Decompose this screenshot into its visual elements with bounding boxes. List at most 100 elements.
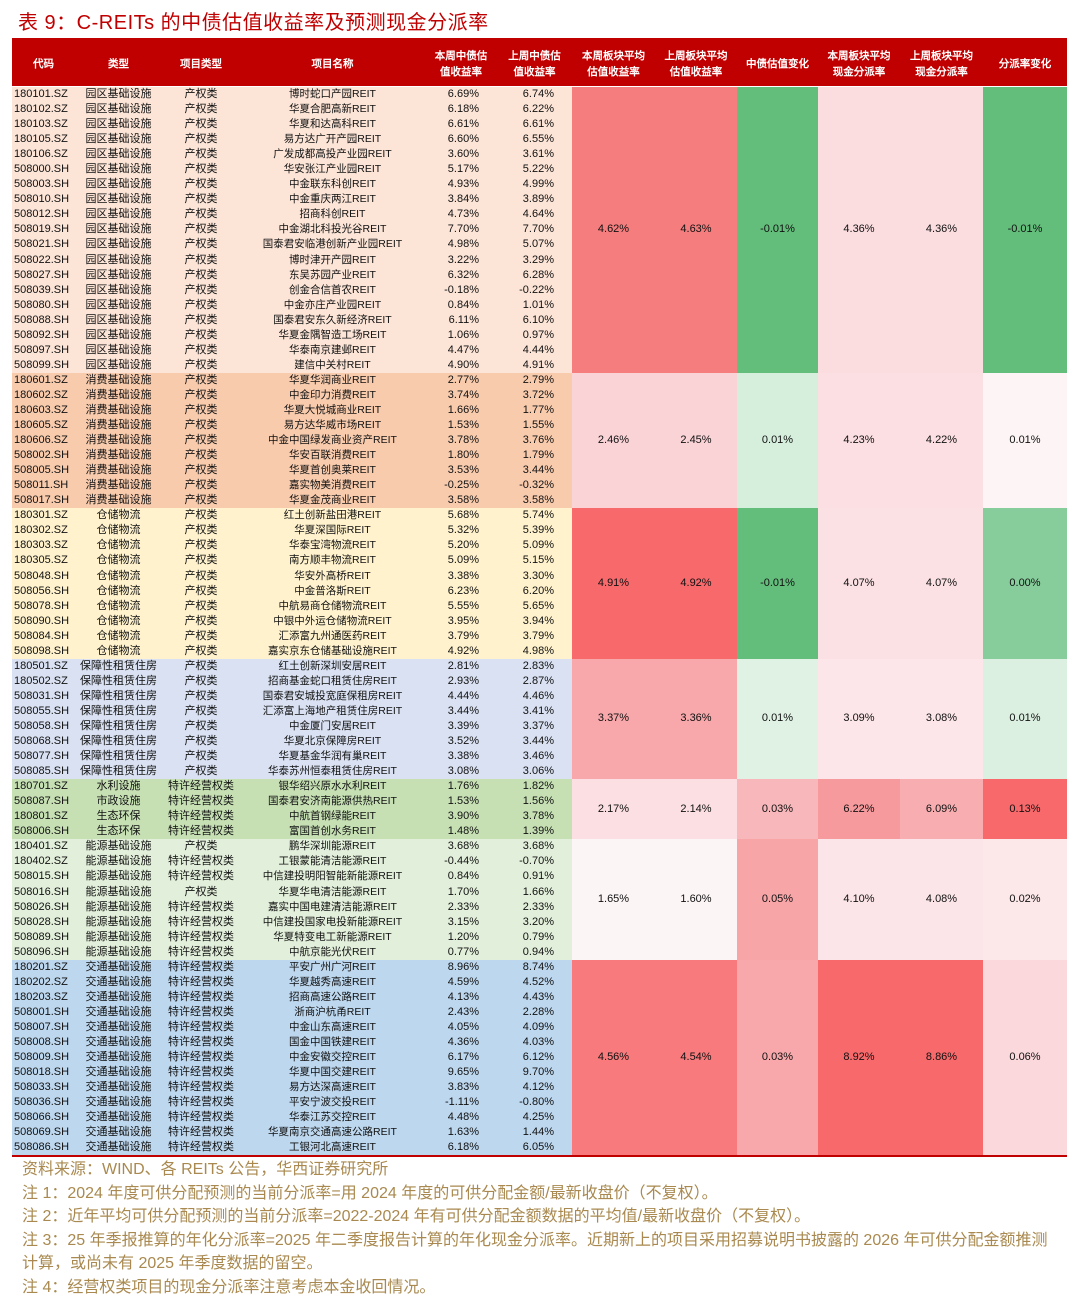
cell-project-type: 产权类	[162, 734, 240, 750]
cell-type: 交通基础设施	[75, 1050, 162, 1066]
cell-prev-yield: 5.22%	[497, 162, 572, 178]
cell-code: 180106.SZ	[12, 147, 75, 163]
cell-cur-yield: 3.08%	[425, 764, 497, 780]
table-row: 180302.SZ 仓储物流 产权类 华夏深国际REIT 5.32% 5.39%	[12, 523, 1067, 539]
cell-type: 园区基础设施	[75, 147, 162, 163]
cell-type: 消费基础设施	[75, 433, 162, 449]
group-cur-sector-yield: 4.56%	[572, 959, 655, 1156]
table-row: 508077.SH 保障性租赁住房 产权类 华夏基金华润有巢REIT 3.38% 3.46…	[12, 749, 1067, 765]
cell-project-type: 产权类	[162, 192, 240, 208]
cell-project-name: 鹏华深圳能源REIT	[240, 839, 425, 855]
cell-type: 园区基础设施	[75, 297, 162, 313]
cell-project-name: 华夏大悦城商业REIT	[240, 402, 425, 419]
cell-project-type: 特许经营权类	[162, 899, 240, 915]
cell-project-type: 产权类	[162, 673, 240, 689]
cell-project-name: 华夏中国交建REIT	[240, 1065, 425, 1081]
cell-cur-yield: 0.84%	[425, 869, 497, 885]
cell-project-name: 富国首创水务REIT	[240, 824, 425, 840]
cell-project-type: 产权类	[162, 448, 240, 464]
table-row: 508009.SH 交通基础设施 特许经营权类 中金安徽交控REIT 6.17% 6.12…	[12, 1050, 1067, 1066]
cell-type: 保障性租赁住房	[75, 764, 162, 780]
cell-type: 交通基础设施	[75, 959, 162, 975]
cell-prev-yield: 6.12%	[497, 1050, 572, 1066]
group-distribution-change: -0.01%	[983, 86, 1067, 373]
cell-project-name: 华泰苏州恒泰租赁住房REIT	[240, 764, 425, 780]
cell-project-type: 特许经营权类	[162, 1065, 240, 1081]
cell-project-name: 华夏北京保障房REIT	[240, 734, 425, 750]
table-row: 508015.SH 能源基础设施 特许经营权类 中信建投明阳智能新能源REIT 0.84…	[12, 869, 1067, 885]
cell-prev-yield: 3.72%	[497, 387, 572, 403]
cell-cur-yield: 4.98%	[425, 237, 497, 253]
group-prev-sector-yield: 3.36%	[655, 658, 737, 780]
cell-type: 能源基础设施	[75, 899, 162, 915]
cell-cur-yield: 3.38%	[425, 749, 497, 765]
cell-project-name: 中金亦庄产业园REIT	[240, 297, 425, 313]
group-cur-distribution: 4.07%	[818, 508, 900, 659]
cell-project-type: 产权类	[162, 222, 240, 238]
group-yield-change: 0.05%	[737, 839, 818, 960]
cell-cur-yield: 9.65%	[425, 1065, 497, 1081]
cell-project-name: 易方达深高速REIT	[240, 1080, 425, 1096]
cell-code: 508021.SH	[12, 237, 75, 253]
table-row: 508039.SH 园区基础设施 产权类 创金合信首农REIT -0.18% -0.22%	[12, 282, 1067, 298]
cell-type: 园区基础设施	[75, 267, 162, 283]
cell-code: 508010.SH	[12, 192, 75, 208]
cell-code: 180203.SZ	[12, 989, 75, 1005]
cell-prev-yield: 9.70%	[497, 1065, 572, 1081]
cell-type: 园区基础设施	[75, 312, 162, 328]
cell-prev-yield: -0.22%	[497, 282, 572, 298]
table-row: 180701.SZ 水利设施 特许经营权类 银华绍兴原水水利REIT 1.76% 1.82…	[12, 779, 1067, 840]
cell-prev-yield: 1.01%	[497, 297, 572, 313]
header-distribution-change: 分派率变化	[983, 41, 1067, 87]
cell-cur-yield: 3.78%	[425, 433, 497, 449]
cell-project-type: 产权类	[162, 132, 240, 148]
cell-prev-yield: 3.76%	[497, 433, 572, 449]
header-prev-distribution: 上周板块平均 现金分派率	[900, 41, 983, 87]
cell-type: 仓储物流	[75, 598, 162, 614]
table-row: 508099.SH 园区基础设施 产权类 建信中关村REIT 4.90% 4.91%	[12, 357, 1067, 373]
cell-project-type: 产权类	[162, 237, 240, 253]
cell-cur-yield: 1.06%	[425, 327, 497, 343]
cell-cur-yield: 4.48%	[425, 1110, 497, 1126]
table-row: 508033.SH 交通基础设施 特许经营权类 易方达深高速REIT 3.83% 4.12…	[12, 1080, 1067, 1096]
group-yield-change: -0.01%	[737, 86, 818, 373]
cell-prev-yield: -0.32%	[497, 478, 572, 494]
cell-project-name: 招商基金蛇口租赁住房REIT	[240, 673, 425, 689]
table-row: 180103.SZ 园区基础设施 产权类 华夏和达高科REIT 6.61% 6.61%	[12, 117, 1067, 133]
cell-cur-yield: 3.60%	[425, 147, 497, 163]
cell-prev-yield: 1.44%	[497, 1125, 572, 1141]
cell-prev-yield: 3.61%	[497, 147, 572, 163]
cell-cur-yield: 4.36%	[425, 1034, 497, 1050]
cell-cur-yield: 3.74%	[425, 387, 497, 403]
cell-project-type: 产权类	[162, 703, 240, 719]
cell-project-type: 产权类	[162, 508, 240, 524]
cell-project-type: 特许经营权类	[162, 1095, 240, 1111]
cell-cur-yield: 8.96%	[425, 959, 497, 975]
cell-project-type: 产权类	[162, 312, 240, 328]
cell-type: 交通基础设施	[75, 1140, 162, 1156]
cell-project-type: 特许经营权类	[162, 854, 240, 870]
table-row: 508002.SH 消费基础设施 产权类 华安百联消费REIT 1.80% 1.79%	[12, 448, 1067, 464]
cell-project-name: 中金重庆两江REIT	[240, 192, 425, 208]
cell-prev-yield: 3.78%	[497, 809, 572, 825]
cell-type: 仓储物流	[75, 508, 162, 524]
cell-project-name: 中信建投国家电投新能源REIT	[240, 914, 425, 930]
cell-cur-yield: 2.81%	[425, 658, 497, 674]
cell-type: 仓储物流	[75, 583, 162, 599]
cell-project-name: 华夏南京交通高速公路REIT	[240, 1125, 425, 1141]
cell-type: 交通基础设施	[75, 1125, 162, 1141]
table-row: 508085.SH 保障性租赁住房 产权类 华泰苏州恒泰租赁住房REIT 3.08% 3.…	[12, 764, 1067, 780]
cell-project-name: 华夏基金华润有巢REIT	[240, 749, 425, 765]
cell-type: 能源基础设施	[75, 884, 162, 900]
cell-project-name: 国泰君安临港创新产业园REIT	[240, 237, 425, 253]
group-cur-distribution: 6.22%	[818, 779, 900, 840]
table-row: 508080.SH 园区基础设施 产权类 中金亦庄产业园REIT 0.84% 1.01%	[12, 297, 1067, 313]
cell-project-name: 嘉实物美消费REIT	[240, 478, 425, 494]
cell-project-type: 产权类	[162, 162, 240, 178]
cell-project-type: 产权类	[162, 327, 240, 343]
cell-code: 180201.SZ	[12, 959, 75, 975]
cell-project-type: 产权类	[162, 357, 240, 373]
cell-project-type: 产权类	[162, 553, 240, 569]
cell-project-name: 国泰君安东久新经济REIT	[240, 312, 425, 328]
cell-prev-yield: 4.99%	[497, 177, 572, 193]
